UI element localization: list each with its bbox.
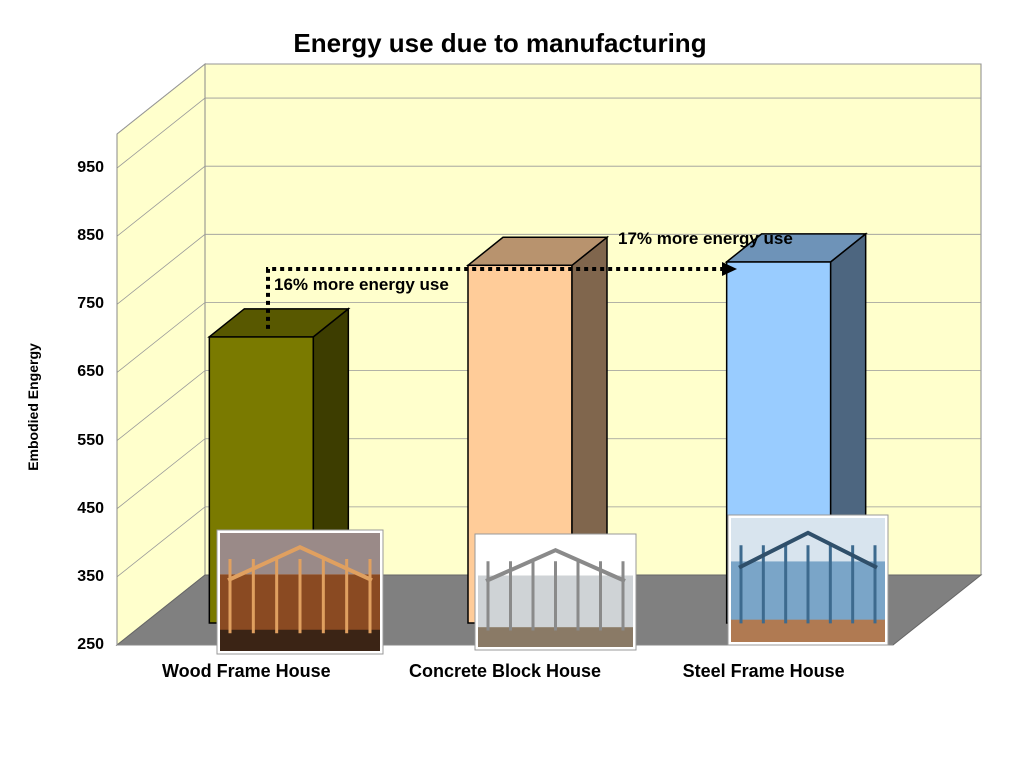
annotation-arrowhead <box>722 262 737 276</box>
gridline <box>116 97 981 169</box>
wood-frame-house-photo <box>216 529 384 655</box>
gridline <box>116 438 981 510</box>
photo-ground <box>220 629 380 651</box>
y-tick-label: 950 <box>77 159 104 177</box>
y-tick-label: 550 <box>77 431 104 449</box>
bar-top <box>724 233 868 263</box>
concrete-block-house-photo <box>474 533 637 651</box>
annotation-arrow <box>266 267 726 329</box>
y-tick-label: 450 <box>77 499 104 517</box>
photo-roofline <box>485 548 626 583</box>
y-tick-label: 750 <box>77 295 104 313</box>
annotation-label: 16% more energy use <box>274 275 449 294</box>
photo-ground <box>478 627 633 647</box>
photo-roofline <box>227 544 373 583</box>
y-tick-label: 650 <box>77 363 104 381</box>
gridline <box>116 63 981 135</box>
bar-top <box>465 236 610 267</box>
side-wall <box>116 62 206 647</box>
x-tick-label: Wood Frame House <box>161 661 331 681</box>
photo-ground <box>731 619 885 642</box>
gridline <box>116 302 981 373</box>
gridline <box>116 233 981 305</box>
gridline <box>116 506 981 578</box>
bar-top <box>207 308 351 338</box>
x-tick-label: Steel Frame House <box>682 661 845 681</box>
y-tick-label: 850 <box>77 227 104 245</box>
steel-frame-house-photo <box>727 514 889 646</box>
chart-title: Energy use due to manufacturing <box>293 28 707 58</box>
gridline <box>116 165 981 237</box>
annotation-label: 17% more energy use <box>618 229 793 248</box>
photo-roofline <box>738 530 878 570</box>
gridline <box>116 370 981 441</box>
y-tick-label: 350 <box>77 567 104 585</box>
y-tick-label: 250 <box>77 636 104 653</box>
x-tick-label: Concrete Block House <box>408 661 602 681</box>
